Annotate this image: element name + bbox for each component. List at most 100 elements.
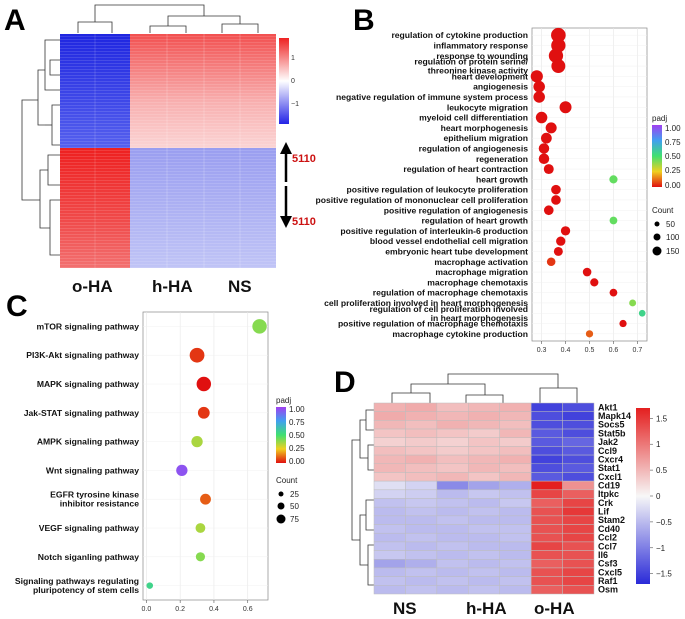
heatmap-d-cell xyxy=(499,515,532,525)
heatmap-d-cell xyxy=(373,550,406,560)
heatmap-d-cell xyxy=(436,437,469,447)
heatmap-d-cell xyxy=(468,428,500,438)
kegg-point xyxy=(197,406,210,419)
heatmap-d-gene-label: Raf1 xyxy=(598,576,618,586)
go-point xyxy=(545,122,557,134)
heatmap-d-cell xyxy=(468,498,500,508)
go-term-label-line: macrophage migration xyxy=(435,267,528,277)
heatmap-d-cell xyxy=(499,585,532,595)
go-legend-count-dot xyxy=(654,221,660,227)
heatmap-d-row-dendrogram xyxy=(351,409,374,586)
heatmap-d-cell xyxy=(468,506,500,517)
heatmap-d-cell xyxy=(436,463,469,473)
heatmap-d-cell xyxy=(530,576,563,586)
heatmap-d-cell xyxy=(499,489,532,499)
heatmap-d-cell xyxy=(468,532,500,543)
heatmap-d-cell xyxy=(562,532,595,543)
heatmap-d-cell xyxy=(405,559,438,569)
heatmap-d-cell xyxy=(405,541,438,551)
go-point xyxy=(560,226,571,236)
go-term-label: positive regulation of angiogenesis xyxy=(384,205,528,215)
go-term-label-line: heart growth xyxy=(476,174,528,184)
go-xtick-label: 0.3 xyxy=(537,347,547,354)
heatmap-d-cell xyxy=(499,498,532,508)
kegg-xtick-label: 0.4 xyxy=(209,606,219,613)
heatmap-d-cell xyxy=(499,559,532,569)
kegg-xtick-label: 0.0 xyxy=(142,606,152,613)
kegg-term-label-line: MAPK signaling pathway xyxy=(37,379,139,389)
heatmap-d-cell xyxy=(405,420,438,430)
kegg-term-label: Jak-STAT signaling pathway xyxy=(24,408,139,418)
heatmap-d-gene-label: Cxcl1 xyxy=(598,472,622,482)
go-term-label: angiogenesis xyxy=(473,82,528,92)
go-point xyxy=(585,330,594,338)
heatmap-d-cell xyxy=(436,550,469,560)
heatmap-d-cell xyxy=(562,524,595,534)
heatmap-d-cell xyxy=(562,515,595,525)
go-term-label-line: leukocyte migration xyxy=(447,102,528,112)
kegg-xtick-label: 0.6 xyxy=(243,606,253,613)
heatmap-d-cell xyxy=(373,567,406,577)
heatmap-d-gene-label: Cxcl5 xyxy=(598,567,622,577)
kegg-legend-padj-tick: 1.00 xyxy=(289,405,305,414)
heatmap-d-cell xyxy=(373,524,406,534)
kegg-point xyxy=(196,376,212,392)
go-term-label-line: myeloid cell differentiation xyxy=(419,113,528,123)
heatmap-d-gene-label: Il6 xyxy=(598,550,608,560)
heatmap-d-cell xyxy=(436,420,469,430)
heatmap-d-gene-label: Mapk14 xyxy=(598,411,631,421)
heatmap-d-cell xyxy=(530,463,563,473)
heatmap-d-cell xyxy=(499,506,532,517)
heatmap-d-cell xyxy=(530,454,563,465)
heatmap-d-cell xyxy=(405,480,438,491)
go-point xyxy=(638,309,646,317)
heatmap-d-cell xyxy=(499,472,532,482)
kegg-term-label: EGFR tyrosine kinase inhibitor resistance xyxy=(50,490,139,509)
heatmap-d-gene-label: Cd19 xyxy=(598,480,620,490)
heatmap-d-cell xyxy=(468,585,500,595)
go-term-label: regulation of macrophage chemotaxis xyxy=(373,288,528,298)
go-xtick-label: 0.5 xyxy=(585,347,595,354)
go-point xyxy=(556,236,566,246)
go-xtick-label: 0.7 xyxy=(633,347,643,354)
heatmap-d-cell xyxy=(562,428,595,438)
go-point xyxy=(533,91,545,103)
heatmap-d-cell xyxy=(436,480,469,491)
go-xtick-label: 0.4 xyxy=(561,347,571,354)
go-term-label-line: regeneration xyxy=(476,154,528,164)
go-point xyxy=(582,267,592,277)
heatmap-d-cell xyxy=(530,524,563,534)
go-term-label-line: blood vessel endothelial cell migration xyxy=(370,236,528,246)
kegg-term-label-line: mTOR signaling pathway xyxy=(36,321,139,331)
go-term-label-line: in heart morphogenesis xyxy=(431,313,529,323)
go-point xyxy=(546,257,556,267)
heatmap-d-cell xyxy=(530,420,563,430)
heatmap-a-col-dendrogram xyxy=(77,4,259,33)
heatmap-d-gene-label: Itpkc xyxy=(598,489,619,499)
heatmap-d-gene-label: Cxcr4 xyxy=(598,454,623,464)
kegg-legend-count-label: 50 xyxy=(290,502,299,511)
heatmap-d-cell xyxy=(373,402,406,412)
heatmap-d-cell xyxy=(436,446,469,456)
go-term-label-line: macrophage activation xyxy=(434,257,528,267)
heatmap-d-cell xyxy=(405,550,438,560)
go-term-label-line: regulation of protein serine/ xyxy=(414,57,528,67)
panel-b: B regulation of cytokine productioninfla… xyxy=(316,4,682,354)
heatmap-d-cell xyxy=(373,585,406,595)
heatmap-d-cell xyxy=(405,532,438,543)
heatmap-a-down-count: 5110 xyxy=(292,216,316,228)
heatmap-d-cell xyxy=(499,428,532,438)
heatmap-d-colorbar-tick: −1 xyxy=(656,544,666,553)
heatmap-d-colorbar-tick: 0 xyxy=(656,492,661,501)
heatmap-d-gene-label: Stam2 xyxy=(598,515,625,525)
heatmap-d-col-label-hha: h-HA xyxy=(466,599,507,618)
heatmap-d-cell xyxy=(499,576,532,586)
heatmap-d-cell xyxy=(499,437,532,447)
go-point xyxy=(551,195,561,205)
go-term-label: regulation of protein serine/threonine k… xyxy=(414,57,528,76)
heatmap-d-gene-label: Ccl2 xyxy=(598,533,617,543)
heatmap-d-cell xyxy=(373,498,406,508)
go-term-label: regulation of cell proliferation involve… xyxy=(369,304,528,323)
heatmap-d-cell xyxy=(373,411,406,421)
panel-a: A xyxy=(4,4,316,296)
